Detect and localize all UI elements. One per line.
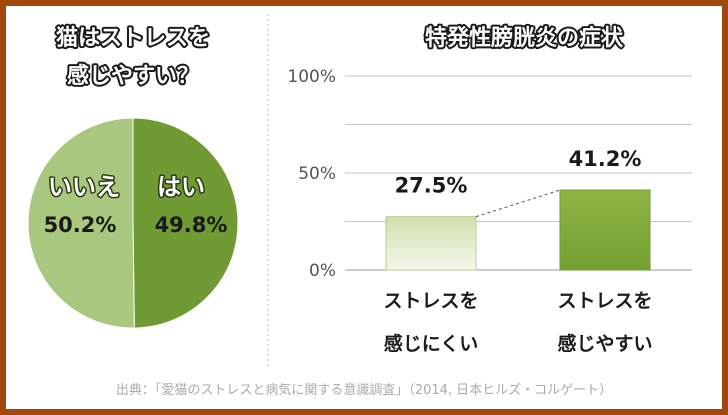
x-category-label-0-line-1: ストレスを bbox=[383, 290, 478, 312]
bar-title: 特発性膀胱炎の症状 bbox=[425, 25, 624, 51]
y-tick-label: 50% bbox=[298, 164, 336, 184]
bar-connector-line bbox=[475, 189, 561, 218]
pie-title-line-2: 感じやすい？ bbox=[67, 63, 199, 89]
pie-slice-1 bbox=[27, 117, 135, 329]
x-category-label-0-line-2: 感じにくい bbox=[384, 332, 479, 355]
bar-value-label-1: 41.2% bbox=[569, 147, 642, 171]
x-category-label-1-line-2: 感じやすい bbox=[557, 332, 652, 355]
y-tick-label: 100% bbox=[287, 67, 336, 87]
pie-slice-label-0: はい bbox=[157, 173, 205, 201]
source-note: 出典：「愛猫のストレスと病気に関する意識調査」（2014, 日本ヒルズ・コルゲー… bbox=[115, 383, 613, 398]
bar-1 bbox=[559, 189, 651, 271]
pie-slice-label-1: いいえ bbox=[48, 173, 120, 201]
pie-slice-0 bbox=[132, 117, 239, 329]
pie-chart: はい 49.8% いいえ 50.2% bbox=[27, 117, 239, 329]
pie-title-line-1: 猫はストレスを bbox=[56, 26, 210, 51]
pie-value-label-0: 49.8% bbox=[155, 213, 228, 237]
pie-value-label-1: 50.2% bbox=[44, 213, 117, 237]
bar-0 bbox=[385, 216, 477, 271]
y-tick-label: 0% bbox=[309, 261, 336, 281]
x-category-label-1-line-1: ストレスを bbox=[557, 290, 652, 312]
bar-value-label-0: 27.5% bbox=[395, 174, 468, 198]
